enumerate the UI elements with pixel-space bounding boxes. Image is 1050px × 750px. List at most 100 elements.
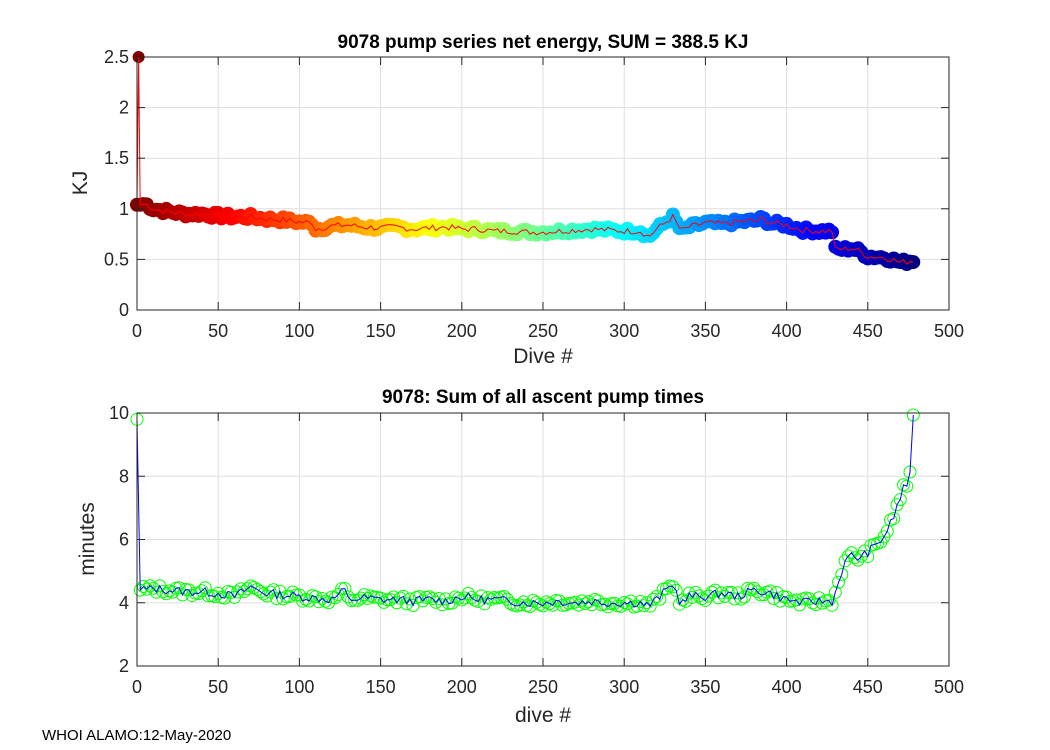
pump-point bbox=[679, 594, 693, 608]
pump-point bbox=[338, 582, 352, 596]
energy-x-tick-label: 400 bbox=[772, 321, 802, 341]
energy-y-tick-label: 2.5 bbox=[104, 47, 129, 67]
pump-point bbox=[283, 589, 297, 603]
pump-point bbox=[335, 582, 349, 596]
pump-x-tick-label: 100 bbox=[284, 677, 314, 697]
pump-point bbox=[536, 599, 550, 613]
pump-x-tick-label: 0 bbox=[132, 677, 142, 697]
pump-y-tick-label: 2 bbox=[119, 656, 129, 676]
energy-line bbox=[136, 56, 914, 265]
pump-point bbox=[539, 595, 553, 609]
pump-point bbox=[497, 590, 511, 604]
pump-point bbox=[279, 590, 293, 604]
pump-y-tick-label: 6 bbox=[119, 530, 129, 550]
pump-x-tick-label: 200 bbox=[447, 677, 477, 697]
pump-x-ticks: 0 50 100 150 200 250 300 350 400 450 500 bbox=[132, 413, 964, 697]
pump-x-tick-label: 250 bbox=[528, 677, 558, 697]
pump-point bbox=[669, 583, 683, 597]
energy-y-tick-label: 0.5 bbox=[104, 249, 129, 269]
pump-point bbox=[900, 479, 914, 493]
pump-x-tick-label: 450 bbox=[853, 677, 883, 697]
pump-y-axis-label: minutes bbox=[76, 502, 99, 576]
pump-point bbox=[523, 600, 537, 614]
pump-point bbox=[416, 594, 430, 608]
pump-point bbox=[809, 598, 823, 612]
energy-x-tick-label: 200 bbox=[447, 321, 477, 341]
pump-point bbox=[848, 551, 862, 565]
energy-y-tick-label: 1 bbox=[119, 199, 129, 219]
pump-point bbox=[292, 588, 306, 602]
pump-point bbox=[244, 579, 258, 593]
pump-point bbox=[666, 580, 680, 594]
pump-chart-title: 9078: Sum of all ascent pump times bbox=[382, 387, 704, 408]
energy-x-ticks: 0 50 100 150 200 250 300 350 400 450 500 bbox=[132, 57, 964, 341]
pump-point bbox=[211, 586, 225, 600]
pump-point bbox=[263, 585, 277, 599]
pump-x-tick-label: 150 bbox=[366, 677, 396, 697]
pump-point bbox=[361, 591, 375, 605]
pump-point bbox=[517, 595, 531, 609]
pump-x-tick-label: 300 bbox=[609, 677, 639, 697]
pump-point bbox=[526, 593, 540, 607]
pump-point bbox=[396, 589, 410, 603]
pump-point bbox=[188, 586, 202, 600]
pump-x-tick-label: 400 bbox=[772, 677, 802, 697]
pump-point bbox=[708, 583, 722, 597]
pump-point bbox=[504, 596, 518, 610]
pump-point bbox=[572, 598, 586, 612]
pump-y-tick-label: 8 bbox=[119, 466, 129, 486]
pump-point bbox=[734, 592, 748, 606]
pump-point bbox=[851, 553, 865, 567]
pump-point bbox=[374, 591, 388, 605]
pump-point bbox=[793, 598, 807, 612]
pump-point bbox=[695, 592, 709, 606]
energy-x-tick-label: 50 bbox=[208, 321, 228, 341]
pump-point bbox=[591, 594, 605, 608]
energy-x-tick-label: 350 bbox=[690, 321, 720, 341]
pump-point bbox=[429, 595, 443, 609]
pump-point bbox=[750, 585, 764, 599]
pump-x-tick-label: 350 bbox=[690, 677, 720, 697]
pump-point bbox=[724, 585, 738, 599]
pump-point bbox=[143, 579, 157, 593]
pump-point bbox=[806, 596, 820, 610]
pump-point bbox=[312, 595, 326, 609]
pump-line bbox=[136, 414, 914, 608]
pump-point bbox=[780, 590, 794, 604]
pump-point bbox=[705, 585, 719, 599]
energy-x-tick-label: 450 bbox=[853, 321, 883, 341]
energy-chart-title: 9078 pump series net energy, SUM = 388.5… bbox=[338, 32, 749, 53]
pump-point bbox=[659, 582, 673, 596]
pump-point bbox=[149, 585, 163, 599]
pump-point bbox=[357, 588, 371, 602]
pump-point bbox=[828, 585, 842, 599]
pump-point bbox=[575, 594, 589, 608]
pump-point bbox=[247, 581, 261, 595]
energy-y-ticks: 0 0.5 1 1.5 2 2.5 bbox=[104, 47, 949, 320]
pump-point bbox=[552, 594, 566, 608]
pump-point bbox=[435, 598, 449, 612]
pump-point bbox=[601, 600, 615, 614]
pump-point bbox=[159, 587, 173, 601]
pump-x-tick-label: 50 bbox=[208, 677, 228, 697]
pump-point bbox=[754, 588, 768, 602]
energy-chart: 0 50 100 150 200 250 300 350 400 450 500 0 0.5 1 1.5 2… bbox=[69, 32, 964, 368]
pump-point bbox=[286, 585, 300, 599]
pump-point bbox=[250, 582, 264, 596]
energy-x-tick-label: 100 bbox=[284, 321, 314, 341]
pump-point bbox=[620, 597, 634, 611]
pump-point bbox=[172, 581, 186, 595]
pump-point bbox=[455, 593, 469, 607]
pump-point bbox=[773, 594, 787, 608]
energy-y-tick-label: 1.5 bbox=[104, 148, 129, 168]
pump-y-tick-label: 4 bbox=[119, 593, 129, 613]
pump-point bbox=[835, 567, 849, 581]
energy-x-tick-label: 0 bbox=[132, 321, 142, 341]
pump-point bbox=[698, 593, 712, 607]
pump-point bbox=[348, 593, 362, 607]
pump-point bbox=[383, 593, 397, 607]
energy-x-tick-label: 150 bbox=[366, 321, 396, 341]
pump-point bbox=[614, 599, 628, 613]
pump-point bbox=[887, 511, 901, 525]
